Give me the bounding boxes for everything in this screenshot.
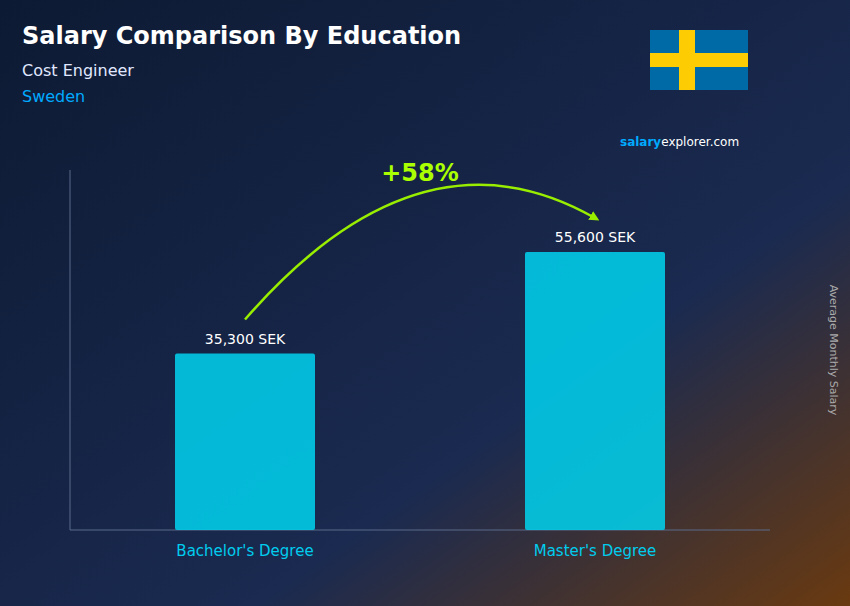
site-name: salaryexplorer.com <box>620 135 739 149</box>
background <box>0 0 850 606</box>
x-tick-label: Bachelor's Degree <box>176 542 313 560</box>
pct-change: +58% <box>381 159 459 187</box>
bar <box>175 354 315 531</box>
chart-svg: Bachelor's Degree Master's Degree 35,300 S… <box>0 0 850 606</box>
site-part: explorer.com <box>661 135 739 149</box>
title: Salary Comparison By Education <box>22 22 461 50</box>
data-label: 35,300 SEK <box>205 331 286 347</box>
bar <box>525 252 665 530</box>
subtitle: Cost Engineer <box>22 61 134 80</box>
x-axis-line <box>70 530 770 531</box>
flag-cross <box>679 30 695 90</box>
y-axis-label: Average Monthly Salary <box>827 285 840 416</box>
chart-root: Bachelor's Degree Master's Degree 35,300 S… <box>0 0 850 606</box>
bars <box>175 252 665 530</box>
change-arrow <box>245 185 595 320</box>
y-axis-line <box>70 170 71 530</box>
country: Sweden <box>22 87 85 106</box>
flag <box>650 30 748 90</box>
flag-cross <box>650 53 748 67</box>
site-part: salary <box>620 135 661 149</box>
x-tick-label: Master's Degree <box>534 542 657 560</box>
data-label: 55,600 SEK <box>555 229 636 245</box>
flag-field <box>650 30 748 90</box>
